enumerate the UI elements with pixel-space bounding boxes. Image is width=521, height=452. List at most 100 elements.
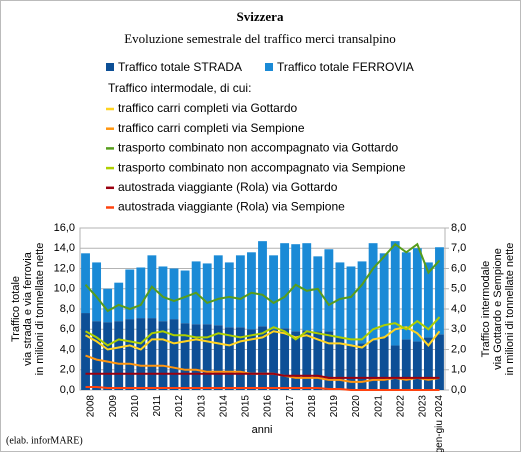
bar — [357, 261, 367, 344]
y2-tick-label: 0,0 — [451, 384, 466, 396]
bar — [412, 248, 422, 342]
legend-label: Traffico totale STRADA — [118, 60, 242, 74]
bar — [346, 266, 356, 345]
bar — [158, 321, 168, 390]
bar — [324, 331, 334, 390]
bar — [390, 241, 400, 346]
y2-tick-label: 7,0 — [451, 242, 466, 254]
x-tick-label: 2018 — [307, 395, 318, 418]
bar — [169, 268, 179, 320]
y-tick-label: 6,0 — [60, 323, 75, 335]
y-tick-label: 8,0 — [60, 303, 75, 315]
bar — [136, 318, 146, 390]
bar — [247, 252, 256, 330]
legend-heading: Traffico intermodale, di cui: — [108, 81, 251, 95]
x-tick-label: 2013 — [196, 395, 207, 418]
x-tick-label: 2014 — [218, 395, 229, 418]
bar — [313, 256, 323, 332]
bar — [213, 255, 223, 326]
line — [85, 372, 440, 379]
line — [85, 326, 441, 351]
bar — [114, 282, 124, 322]
y2-axis-title: via Gottardo e Sempione — [492, 248, 504, 370]
legend-label: traffico carri completi via Gottardo — [118, 101, 298, 115]
source: (elab. inforMARE) — [6, 435, 83, 446]
legend-label: trasporto combinato non accompagnato via… — [118, 160, 406, 174]
bar — [224, 262, 234, 328]
bar — [269, 255, 278, 330]
bar — [92, 321, 102, 390]
bar — [92, 262, 102, 322]
bar — [136, 267, 146, 319]
bar — [247, 329, 256, 390]
bar — [169, 319, 179, 390]
bar — [357, 343, 367, 390]
y-tick-label: 12,0 — [54, 262, 75, 274]
x-tick-label: 2020 — [351, 395, 362, 418]
bar — [81, 313, 90, 390]
legend-label: traffico carri completi via Sempione — [118, 121, 305, 135]
bar — [368, 340, 378, 390]
bar — [423, 337, 433, 390]
bar — [291, 331, 301, 390]
legend-swatch — [106, 63, 114, 71]
bar — [346, 344, 356, 390]
bar — [302, 243, 312, 331]
bar — [81, 253, 90, 314]
bar — [224, 327, 234, 390]
legend-label: Traffico totale FERROVIA — [277, 60, 414, 74]
x-tick-label: 2010 — [130, 395, 141, 418]
bar — [401, 339, 411, 390]
x-tick-label: 2019 — [329, 395, 340, 418]
bar — [103, 322, 113, 390]
bar — [435, 334, 444, 390]
y-tick-label: 0,0 — [60, 384, 75, 396]
bar — [103, 288, 113, 323]
bar — [147, 318, 157, 390]
bar — [235, 255, 245, 328]
bar — [291, 244, 301, 332]
x-tick-label: 2009 — [108, 395, 119, 418]
y2-tick-label: 3,0 — [451, 323, 466, 335]
bar — [368, 243, 378, 341]
bar — [269, 329, 278, 390]
line — [84, 242, 441, 313]
bar — [335, 337, 345, 390]
bar — [191, 324, 201, 390]
x-tick-label: 2008 — [86, 395, 97, 418]
bar — [114, 321, 124, 390]
y-tick-label: 10,0 — [54, 283, 75, 295]
bar — [258, 326, 267, 390]
bar — [379, 336, 389, 390]
bar — [280, 243, 290, 329]
x-tick-label: 2016 — [263, 395, 274, 418]
y2-tick-label: 2,0 — [451, 343, 466, 355]
line — [85, 386, 440, 391]
x-tick-label: 2011 — [152, 395, 163, 417]
bar — [324, 249, 334, 332]
bar — [202, 324, 212, 390]
bar — [158, 266, 168, 322]
bar — [313, 331, 323, 390]
y-axis-title: Traffico totale — [10, 276, 22, 342]
y-axis-title: in milioni di tonnellate nette — [34, 243, 46, 376]
legend-label: trasporto combinato non accompagnato via… — [118, 141, 398, 155]
y2-axis-title: in milioni di tonnellate nette — [504, 243, 516, 376]
chart-title: Svizzera — [237, 9, 284, 24]
bar — [125, 319, 135, 390]
x-tick-label: 2017 — [285, 395, 296, 418]
y2-axis-title: Traffico intermodale — [480, 261, 492, 358]
y2-tick-label: 1,0 — [451, 364, 466, 376]
x-tick-label: 2021 — [373, 395, 384, 418]
bar — [423, 262, 433, 338]
bar — [302, 330, 312, 390]
y-tick-label: 14,0 — [54, 242, 75, 254]
bar — [280, 328, 290, 390]
x-axis-title: anni — [252, 424, 273, 436]
y-tick-label: 2,0 — [60, 364, 75, 376]
bar — [258, 241, 267, 327]
y-tick-label: 4,0 — [60, 343, 75, 355]
bar — [379, 253, 389, 337]
